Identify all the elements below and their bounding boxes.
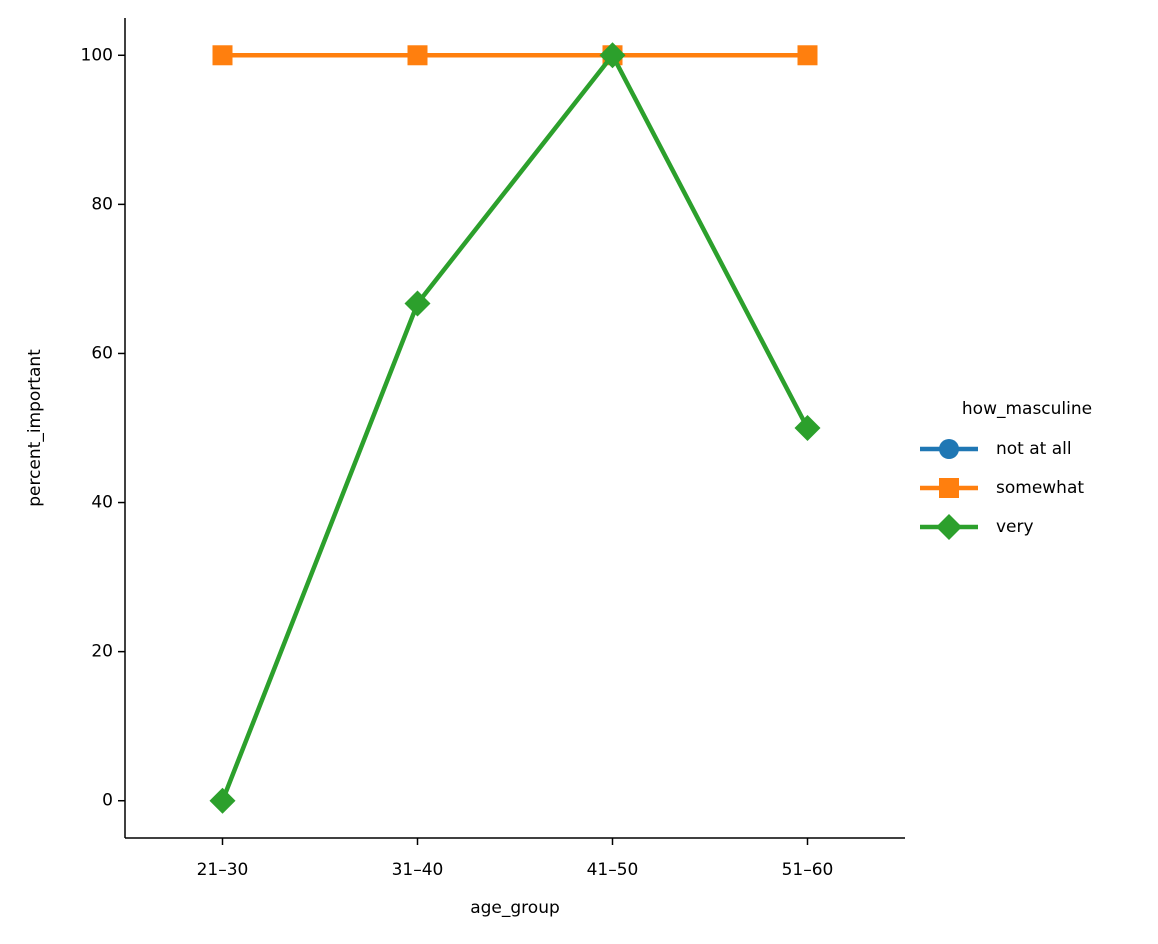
point-marker [794,415,821,441]
legend-label: very [996,517,1034,537]
point-marker [599,42,626,69]
legend-label: somewhat [996,478,1084,498]
x-tick-label: 31–40 [392,860,444,880]
point-marker [407,45,428,66]
point-marker [209,787,236,814]
x-tick-label: 41–50 [587,860,639,880]
y-tick-label: 60 [91,343,113,363]
y-axis-label: percent_important [25,349,45,507]
y-tick-label: 80 [91,194,113,214]
legend-marker [936,514,962,540]
x-tick-label: 51–60 [782,860,834,880]
y-tick-label: 0 [102,791,113,811]
legend-label: not at all [996,439,1072,459]
legend-marker [939,439,959,459]
y-tick-label: 40 [91,493,113,513]
legend-marker [939,478,959,498]
legend-title: how_masculine [962,399,1092,419]
y-tick-label: 20 [91,642,113,662]
x-tick-label: 21–30 [197,860,249,880]
point-marker [404,290,431,317]
point-marker [797,45,818,66]
series-line [220,53,810,802]
x-axis-label: age_group [470,898,560,918]
y-tick-label: 100 [81,45,113,65]
point-marker [212,45,233,66]
